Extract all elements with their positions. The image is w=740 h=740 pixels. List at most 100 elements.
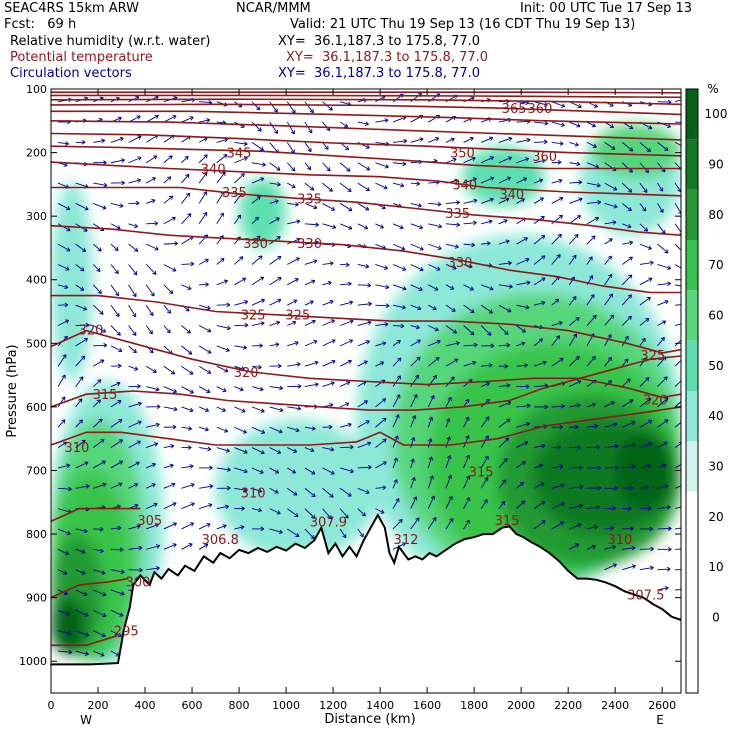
circulation-vector-382 <box>322 508 332 520</box>
circulation-vector-457 <box>392 284 407 291</box>
circulation-vector-238 <box>216 258 225 265</box>
circulation-vector-674 <box>568 254 577 265</box>
circulation-vector-41 <box>75 355 86 367</box>
theta-line-315 <box>51 355 681 411</box>
circulation-vector-336 <box>287 467 296 474</box>
circulation-vector-45 <box>75 439 86 448</box>
circulation-vector-81 <box>93 609 107 618</box>
circulation-vector-261 <box>234 277 247 286</box>
circulation-vector-651 <box>551 233 562 245</box>
circulation-vector-54 <box>75 630 90 637</box>
circulation-vector-198 <box>181 386 194 394</box>
circulation-vector-365 <box>322 162 331 172</box>
plot-frame <box>50 88 682 694</box>
circulation-vector-9 <box>57 284 69 290</box>
circulation-vector-239 <box>216 279 228 286</box>
circulation-vector-328 <box>287 299 298 306</box>
circulation-vector-577 <box>480 455 489 469</box>
circulation-vector-707 <box>586 465 602 471</box>
circulation-vector-765 <box>639 203 647 212</box>
circulation-vector-686 <box>569 503 584 510</box>
circulation-vector-609 <box>516 257 530 265</box>
y-tick-label-8: 900 <box>26 592 47 605</box>
circulation-vector-450 <box>392 138 408 144</box>
circulation-vector-340 <box>304 101 314 114</box>
circulation-vector-727 <box>604 401 615 408</box>
circulation-vector-157 <box>146 502 158 510</box>
circulation-vector-17 <box>57 441 68 448</box>
circulation-vector-495 <box>428 137 440 143</box>
circulation-vector-360 <box>304 508 316 519</box>
circulation-vector-720 <box>604 255 612 265</box>
circulation-vector-35 <box>75 243 87 252</box>
circulation-vector-168 <box>163 241 179 246</box>
circulation-vector-509 <box>427 416 434 428</box>
circulation-vector-615 <box>516 384 530 389</box>
circulation-vector-769 <box>639 277 653 286</box>
y-tick-label-5: 600 <box>26 401 47 414</box>
circulation-vector-129 <box>128 440 141 448</box>
circulation-vector-688 <box>569 543 580 550</box>
circulation-vector-241 <box>216 325 231 331</box>
circulation-vector-807 <box>657 566 671 572</box>
circulation-vector-141 <box>145 177 156 184</box>
circulation-vector-153 <box>146 422 160 428</box>
circulation-vector-408 <box>357 162 371 171</box>
circulation-vector-462 <box>392 375 402 387</box>
theta-label-25: 305 <box>137 514 162 529</box>
theta-line-310 <box>51 406 681 446</box>
circulation-vector-203 <box>181 483 195 489</box>
circulation-vector-756 <box>622 506 632 511</box>
circulation-vector-223 <box>198 426 209 432</box>
circulation-vector-481 <box>410 304 422 311</box>
init-time: Init: 00 UTC Tue 17 Sep 13 <box>520 1 693 16</box>
circulation-vector-659 <box>551 404 565 409</box>
circulation-vector-830 <box>675 527 681 530</box>
circulation-vector-250 <box>216 504 230 510</box>
circulation-vector-645 <box>551 121 565 127</box>
circulation-vector-743 <box>622 240 634 246</box>
circulation-vector-721 <box>604 273 613 286</box>
circulation-vector-443 <box>375 417 387 428</box>
circulation-vector-666 <box>569 101 582 109</box>
circulation-vector-166 <box>163 195 174 204</box>
circulation-vector-10 <box>58 302 69 308</box>
theta-line-350 <box>51 132 681 157</box>
circulation-vector-326 <box>287 257 300 265</box>
circulation-vector-371 <box>322 280 332 286</box>
circulation-vector-202 <box>181 464 194 469</box>
circulation-vector-742 <box>622 223 632 229</box>
y-tick-label-0: 100 <box>26 83 47 96</box>
circulation-vector-323 <box>287 202 299 207</box>
y-tick-label-9: 1000 <box>19 655 47 668</box>
circulation-vector-531 <box>445 418 451 428</box>
field1-xy: XY= 36.1,187.3 to 175.8, 77.0 <box>278 34 481 49</box>
circulation-vector-396 <box>339 359 352 367</box>
circulation-vector-469 <box>392 518 403 530</box>
circulation-vector-791 <box>657 243 669 254</box>
circulation-vector-196 <box>181 345 193 355</box>
circulation-vector-802 <box>657 463 667 469</box>
circulation-vector-270 <box>234 467 248 474</box>
theta-line-365 <box>51 103 681 116</box>
circulation-vector-310 <box>269 385 284 391</box>
colorbar-swatch-2 <box>686 189 698 240</box>
theta-label-3: 360 <box>532 150 557 165</box>
circulation-vector-492 <box>410 517 420 530</box>
circulation-vector-747 <box>621 315 632 326</box>
circulation-vector-49 <box>75 528 88 534</box>
circulation-vector-116 <box>128 178 142 184</box>
theta-label-15: 325 <box>285 309 310 324</box>
theta-line-345 <box>51 145 681 170</box>
circulation-vector-267 <box>234 406 246 413</box>
circulation-vector-748 <box>621 335 629 347</box>
circulation-vector-346 <box>304 222 320 227</box>
circulation-vector-526 <box>445 325 457 334</box>
circulation-vector-125 <box>128 365 139 371</box>
circulation-vector-819 <box>675 304 681 306</box>
y-tick-label-4: 500 <box>26 337 47 350</box>
circulation-vector-475 <box>410 181 421 186</box>
circulation-vector-623 <box>534 120 549 126</box>
circulation-vector-176 <box>163 406 178 412</box>
circulation-vector-189 <box>181 192 191 204</box>
